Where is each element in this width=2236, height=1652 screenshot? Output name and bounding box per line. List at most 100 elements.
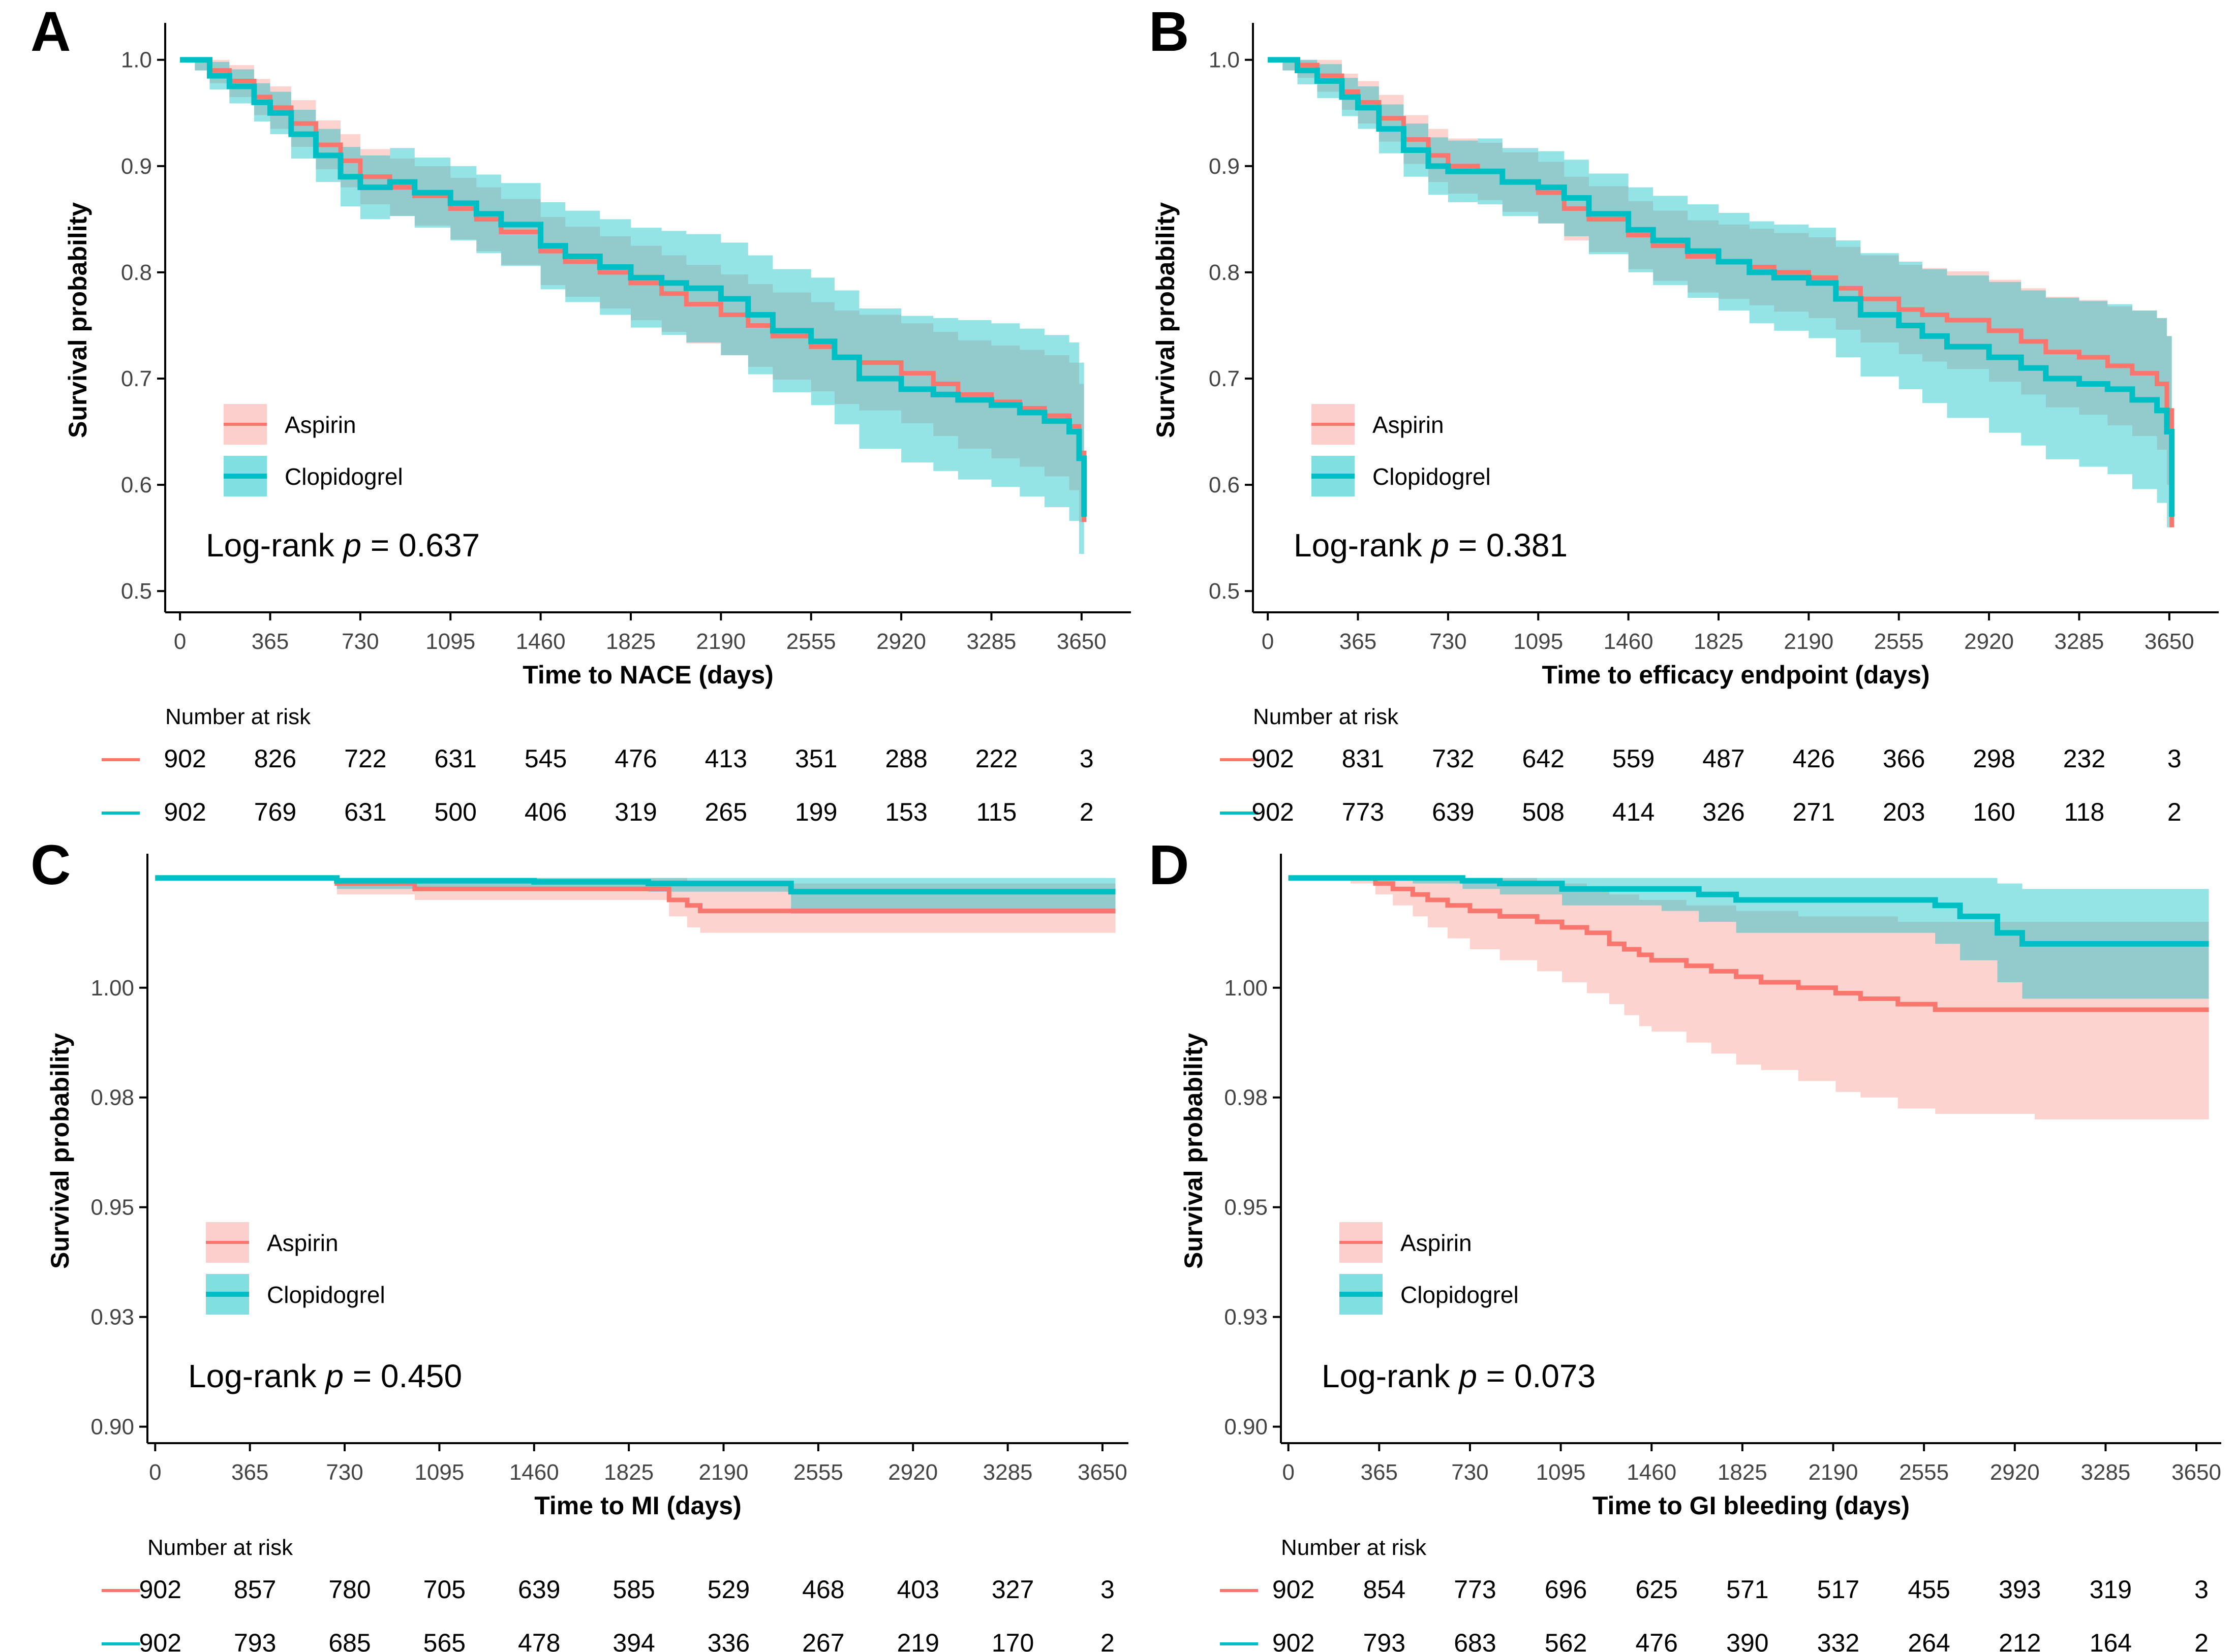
risk-count: 773 — [1342, 798, 1384, 826]
risk-count: 631 — [344, 798, 386, 826]
panel-d: D 0.90 0.93 0.95 0.98 1.00 0 365 730 1095 1460 1825… — [1149, 834, 2221, 1652]
y-axis-title: Survival probability — [1151, 202, 1180, 438]
y-tick-label: 0.7 — [1209, 366, 1240, 391]
survival-line-clopidogrel — [155, 875, 1116, 895]
x-tick-label: 1825 — [604, 1460, 654, 1485]
risk-count: 327 — [992, 1575, 1034, 1604]
x-tick-label: 0 — [1282, 1460, 1294, 1485]
legend-label-clopidogrel: Clopidogrel — [267, 1282, 385, 1308]
y-axis-title: Survival probability — [46, 1033, 74, 1269]
risk-count: 212 — [1999, 1629, 2041, 1652]
x-tick-label: 1095 — [1536, 1460, 1586, 1485]
x-tick-label: 1825 — [1694, 629, 1743, 654]
risk-count: 393 — [1999, 1575, 2041, 1604]
x-tick-label: 0 — [174, 629, 186, 654]
risk-count: 685 — [328, 1629, 371, 1652]
x-tick-label: 1095 — [414, 1460, 464, 1485]
x-axis-title: Time to GI bleeding (days) — [1592, 1491, 1910, 1520]
x-tick-label: 1460 — [1627, 1460, 1676, 1485]
y-tick-label: 0.8 — [121, 260, 152, 285]
risk-count: 565 — [423, 1629, 466, 1652]
risk-count: 902 — [1272, 1575, 1314, 1604]
y-tick-label: 0.98 — [90, 1085, 134, 1110]
risk-count: 487 — [1702, 744, 1744, 773]
x-tick-label: 0 — [1262, 629, 1274, 654]
risk-count: 2 — [1080, 798, 1094, 826]
plot-area — [180, 57, 1087, 570]
risk-count: 265 — [705, 798, 747, 826]
panel-letter: A — [30, 1, 71, 63]
risk-count: 826 — [254, 744, 296, 773]
risk-count: 508 — [1522, 798, 1565, 826]
risk-count: 642 — [1522, 744, 1565, 773]
risk-count: 625 — [1636, 1575, 1678, 1604]
risk-count: 455 — [1908, 1575, 1950, 1604]
x-tick-label: 2920 — [1990, 1460, 2040, 1485]
y-tick-label: 1.0 — [121, 48, 152, 73]
x-tick-label: 1825 — [606, 629, 656, 654]
legend-label-aspirin: Aspirin — [1400, 1230, 1472, 1256]
survival-line-aspirin — [1288, 876, 2209, 1012]
risk-count: 902 — [1251, 744, 1294, 773]
x-tick-label: 365 — [252, 629, 289, 654]
x-tick-label: 2190 — [1809, 1460, 1858, 1485]
legend-label-aspirin: Aspirin — [267, 1230, 339, 1256]
risk-count: 288 — [885, 744, 927, 773]
x-tick-label: 2555 — [786, 629, 836, 654]
x-tick-label: 2190 — [699, 1460, 749, 1485]
x-tick-label: 730 — [342, 629, 379, 654]
x-tick-label: 2555 — [1874, 629, 1924, 654]
risk-count: 529 — [708, 1575, 750, 1604]
risk-count: 153 — [885, 798, 927, 826]
risk-count: 902 — [164, 798, 206, 826]
survival-line-clopidogrel — [180, 57, 1087, 517]
risk-count: 562 — [1545, 1629, 1587, 1652]
x-tick-label: 365 — [231, 1460, 268, 1485]
logrank-annotation: Log-rank p = 0.073 — [1322, 1358, 1596, 1394]
y-tick-label: 1.00 — [90, 976, 134, 1001]
ci-band-clopidogrel — [1288, 878, 2209, 999]
x-tick-label: 3650 — [1057, 629, 1107, 654]
risk-count: 164 — [2090, 1629, 2132, 1652]
x-tick-label: 3650 — [1078, 1460, 1127, 1485]
logrank-annotation: Log-rank p = 0.637 — [206, 527, 480, 564]
risk-count: 390 — [1726, 1629, 1768, 1652]
panel-letter: C — [30, 834, 71, 896]
y-tick-label: 0.5 — [121, 579, 152, 604]
x-tick-label: 365 — [1361, 1460, 1398, 1485]
risk-count: 3 — [1100, 1575, 1115, 1604]
y-tick-label: 0.6 — [121, 473, 152, 497]
risk-count: 571 — [1726, 1575, 1768, 1604]
risk-table-title: Number at risk — [165, 704, 311, 729]
legend-label-clopidogrel: Clopidogrel — [1372, 463, 1491, 490]
y-tick-label: 0.8 — [1209, 260, 1240, 285]
risk-count: 219 — [897, 1629, 939, 1652]
risk-count: 793 — [234, 1629, 276, 1652]
risk-count: 3 — [2167, 744, 2182, 773]
risk-count: 319 — [2090, 1575, 2132, 1604]
risk-count: 2 — [2167, 798, 2182, 826]
y-tick-label: 0.90 — [90, 1415, 134, 1440]
x-tick-label: 2555 — [793, 1460, 843, 1485]
risk-count: 831 — [1342, 744, 1384, 773]
x-tick-label: 1460 — [1604, 629, 1653, 654]
x-tick-label: 730 — [326, 1460, 363, 1485]
y-tick-label: 0.93 — [1224, 1305, 1268, 1330]
risk-count: 203 — [1883, 798, 1925, 826]
y-tick-label: 0.9 — [121, 154, 152, 179]
x-tick-label: 730 — [1451, 1460, 1488, 1485]
risk-count: 351 — [795, 744, 837, 773]
risk-count: 413 — [705, 744, 747, 773]
risk-count: 705 — [423, 1575, 466, 1604]
risk-count: 468 — [802, 1575, 844, 1604]
x-tick-label: 1825 — [1718, 1460, 1767, 1485]
panel-c: C 0.90 0.93 0.95 0.98 1.00 0 365 730 1095 1460 1825… — [30, 834, 1128, 1652]
logrank-annotation: Log-rank p = 0.381 — [1294, 527, 1568, 564]
risk-count: 326 — [1702, 798, 1744, 826]
risk-count: 394 — [612, 1629, 655, 1652]
logrank-annotation: Log-rank p = 0.450 — [188, 1358, 462, 1394]
y-tick-label: 0.98 — [1224, 1085, 1268, 1110]
ci-band-aspirin — [1268, 59, 2172, 570]
legend-label-aspirin: Aspirin — [285, 412, 356, 438]
risk-count: 902 — [139, 1575, 181, 1604]
